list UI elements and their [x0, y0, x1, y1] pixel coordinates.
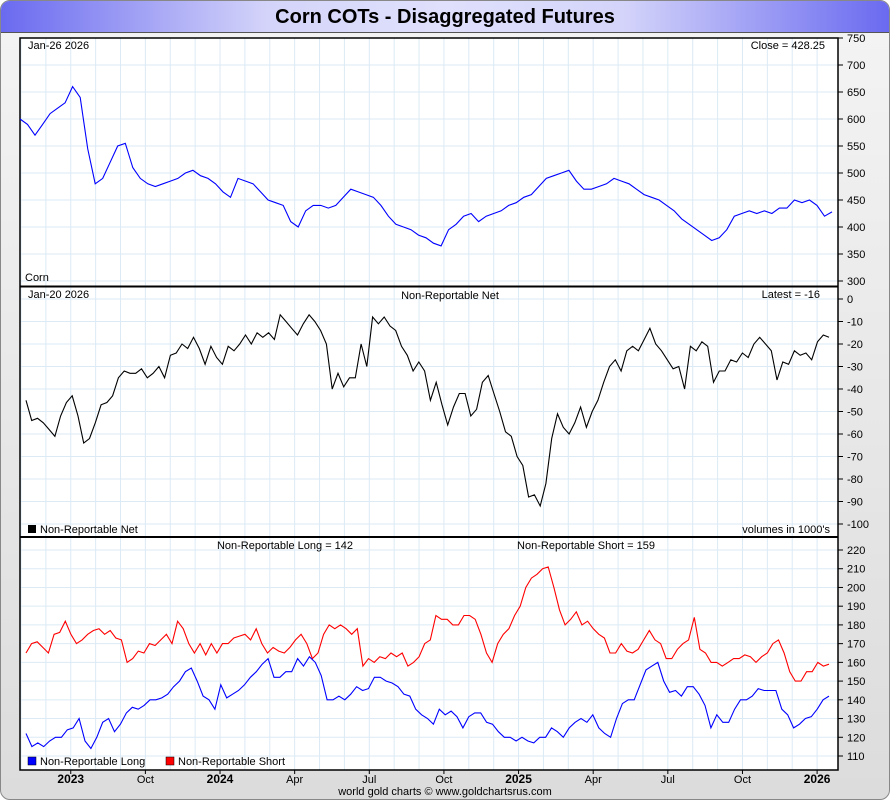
legend-swatch-short: [165, 756, 175, 766]
x-tick-label: 2026: [804, 772, 831, 786]
y-tick-label: 700: [847, 60, 865, 72]
legend-label-short: Non-Reportable Short: [178, 756, 285, 768]
y-tick-label: 0: [847, 294, 853, 306]
legend-label-net: Non-Reportable Net: [40, 524, 138, 536]
y-tick-label: 120: [847, 732, 865, 744]
y-tick-label: -90: [847, 497, 863, 509]
panel-background: [20, 538, 838, 770]
legend-swatch-net: [28, 525, 36, 533]
y-tick-label: -70: [847, 452, 863, 464]
x-tick-label: 2025: [505, 772, 532, 786]
y-tick-label: -40: [847, 384, 863, 396]
y-tick-label: 400: [847, 222, 865, 234]
x-tick-label: 2023: [57, 772, 84, 786]
y-tick-label: 300: [847, 276, 865, 288]
short-readout: Non-Reportable Short = 159: [517, 540, 655, 552]
y-tick-label: -100: [847, 519, 869, 531]
long-readout: Non-Reportable Long = 142: [217, 540, 353, 552]
y-tick-label: 650: [847, 87, 865, 99]
y-tick-label: 350: [847, 249, 865, 261]
price-line: [19, 85, 833, 247]
y-tick-label: 180: [847, 620, 865, 632]
close-readout: Close = 428.25: [751, 40, 825, 52]
plot-border: [19, 37, 839, 771]
y-tick-label: 150: [847, 676, 865, 688]
y-tick-label: -10: [847, 317, 863, 329]
y-tick-label: 500: [847, 168, 865, 180]
legend-label-long: Non-Reportable Long: [40, 756, 145, 768]
x-tick-label: Apr: [585, 774, 602, 786]
y-tick-label: 750: [847, 33, 865, 45]
footer-credit: world gold charts © www.goldchartsrus.co…: [337, 786, 552, 798]
y-tick-label: -80: [847, 474, 863, 486]
y-tick-label: 110: [847, 751, 865, 763]
y-tick-label: -30: [847, 362, 863, 374]
legend-swatch-long: [27, 756, 37, 766]
volume-note: volumes in 1000's: [742, 524, 830, 536]
y-tick-label: -60: [847, 429, 863, 441]
y-tick-label: 450: [847, 195, 865, 207]
y-tick-label: -20: [847, 339, 863, 351]
date-label: Jan-26 2026: [28, 40, 89, 52]
y-tick-label: 190: [847, 601, 865, 613]
latest-readout: Latest = -16: [762, 289, 820, 301]
x-tick-label: Jul: [661, 774, 675, 786]
series-label: Corn: [25, 272, 49, 284]
y-tick-label: 200: [847, 582, 865, 594]
y-tick-label: 550: [847, 141, 865, 153]
x-tick-label: Oct: [137, 774, 154, 786]
panel-background: [20, 38, 838, 286]
y-tick-label: 210: [847, 564, 865, 576]
y-tick-label: 160: [847, 657, 865, 669]
x-tick-label: Oct: [435, 774, 452, 786]
short-line: [25, 566, 830, 682]
panel-title: Non-Reportable Net: [401, 290, 499, 302]
y-tick-label: 140: [847, 695, 865, 707]
x-tick-label: 2024: [207, 772, 234, 786]
date-label: Jan-20 2026: [28, 289, 89, 301]
x-tick-label: Oct: [734, 774, 751, 786]
chart-title: Corn COTs - Disaggregated Futures: [275, 6, 615, 28]
net-line: [25, 313, 830, 508]
x-tick-label: Apr: [286, 774, 303, 786]
x-tick-label: Jul: [362, 774, 376, 786]
y-tick-label: -50: [847, 407, 863, 419]
y-tick-label: 130: [847, 714, 865, 726]
y-tick-label: 600: [847, 114, 865, 126]
y-tick-label: 170: [847, 639, 865, 651]
long-line: [25, 655, 830, 750]
y-tick-label: 220: [847, 545, 865, 557]
title-bar: Corn COTs - Disaggregated Futures: [1, 1, 889, 33]
